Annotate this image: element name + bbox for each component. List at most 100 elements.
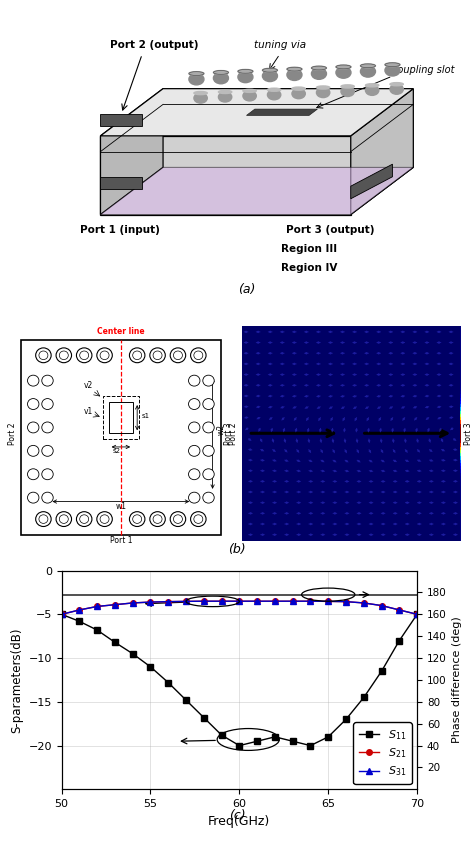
$S_{11}$ — [237, 740, 242, 751]
Circle shape — [97, 347, 112, 363]
Circle shape — [189, 445, 200, 456]
$S_{11}$ — [379, 666, 384, 676]
Circle shape — [170, 511, 186, 527]
Ellipse shape — [360, 63, 375, 68]
Line: $S_{31}$: $S_{31}$ — [59, 598, 420, 617]
Circle shape — [153, 351, 162, 360]
Circle shape — [27, 445, 39, 456]
Circle shape — [191, 511, 206, 527]
Text: (a): (a) — [238, 283, 255, 296]
Circle shape — [263, 70, 277, 82]
Ellipse shape — [365, 84, 379, 87]
Legend: $S_{11}$, $S_{21}$, $S_{31}$: $S_{11}$, $S_{21}$, $S_{31}$ — [353, 722, 411, 784]
Circle shape — [203, 375, 214, 386]
Circle shape — [203, 468, 214, 480]
$S_{11}$ — [396, 636, 402, 646]
$S_{31}$ — [308, 596, 313, 607]
Polygon shape — [100, 114, 142, 126]
Circle shape — [100, 515, 109, 523]
Text: Region III: Region III — [281, 245, 337, 254]
$S_{31}$ — [183, 596, 189, 607]
Circle shape — [42, 422, 53, 433]
Circle shape — [365, 85, 379, 95]
Text: Port 3 (output): Port 3 (output) — [286, 226, 374, 235]
Circle shape — [385, 64, 400, 76]
Circle shape — [219, 92, 232, 102]
Polygon shape — [100, 167, 413, 214]
Y-axis label: S-parameters(dB): S-parameters(dB) — [10, 627, 23, 733]
$S_{21}$ — [308, 596, 313, 607]
$S_{31}$ — [59, 609, 64, 619]
Polygon shape — [100, 167, 413, 214]
Text: Port 3: Port 3 — [224, 422, 233, 444]
Circle shape — [39, 351, 48, 360]
$S_{31}$ — [219, 596, 225, 607]
FancyBboxPatch shape — [21, 340, 221, 535]
$S_{31}$ — [201, 596, 207, 607]
Text: Port 1 (input): Port 1 (input) — [80, 226, 160, 235]
Circle shape — [311, 68, 327, 79]
$S_{21}$ — [94, 601, 100, 612]
Circle shape — [27, 422, 39, 433]
$S_{31}$ — [112, 600, 118, 610]
Ellipse shape — [243, 89, 256, 93]
$S_{21}$ — [237, 596, 242, 607]
Circle shape — [189, 375, 200, 386]
$S_{11}$ — [254, 736, 260, 746]
$S_{21}$ — [290, 596, 295, 607]
Ellipse shape — [219, 90, 232, 94]
$S_{21}$ — [219, 596, 225, 607]
Circle shape — [97, 511, 112, 527]
Circle shape — [292, 88, 305, 99]
$S_{11}$ — [361, 692, 367, 703]
Circle shape — [203, 445, 214, 456]
Text: Center line: Center line — [97, 327, 145, 335]
Polygon shape — [351, 88, 413, 214]
$S_{31}$ — [379, 601, 384, 611]
$S_{31}$ — [237, 596, 242, 607]
Text: w2: w2 — [217, 425, 226, 435]
Circle shape — [42, 375, 53, 386]
$S_{31}$ — [343, 596, 349, 607]
$S_{31}$ — [254, 596, 260, 607]
Circle shape — [133, 515, 142, 523]
$S_{21}$ — [272, 596, 278, 607]
$S_{11}$ — [326, 732, 331, 742]
Circle shape — [80, 351, 89, 360]
Polygon shape — [351, 164, 392, 199]
$S_{31}$ — [272, 596, 278, 607]
$S_{21}$ — [343, 596, 349, 607]
Text: (c): (c) — [228, 809, 246, 822]
Circle shape — [36, 347, 51, 363]
Circle shape — [153, 515, 162, 523]
Circle shape — [56, 347, 72, 363]
Circle shape — [341, 87, 354, 96]
Circle shape — [100, 351, 109, 360]
$S_{31}$ — [130, 598, 136, 608]
Circle shape — [189, 468, 200, 480]
Ellipse shape — [336, 65, 351, 69]
$S_{21}$ — [183, 596, 189, 607]
$S_{21}$ — [396, 605, 402, 615]
$S_{11}$ — [130, 649, 136, 659]
Ellipse shape — [311, 66, 327, 69]
$S_{21}$ — [165, 596, 171, 607]
Circle shape — [42, 445, 53, 456]
$S_{31}$ — [148, 597, 154, 607]
Text: Port 2: Port 2 — [228, 422, 237, 444]
Circle shape — [150, 347, 165, 363]
$S_{31}$ — [361, 598, 367, 608]
Circle shape — [42, 399, 53, 409]
$S_{11}$ — [414, 609, 420, 619]
Ellipse shape — [263, 69, 277, 72]
Circle shape — [189, 399, 200, 409]
Text: coupling slot: coupling slot — [392, 65, 455, 75]
Circle shape — [129, 347, 145, 363]
$S_{11}$ — [148, 662, 154, 672]
$S_{21}$ — [414, 609, 420, 619]
Text: v1: v1 — [84, 407, 93, 416]
Text: s2: s2 — [113, 448, 121, 454]
Circle shape — [170, 347, 186, 363]
$S_{31}$ — [290, 596, 295, 607]
Circle shape — [42, 468, 53, 480]
